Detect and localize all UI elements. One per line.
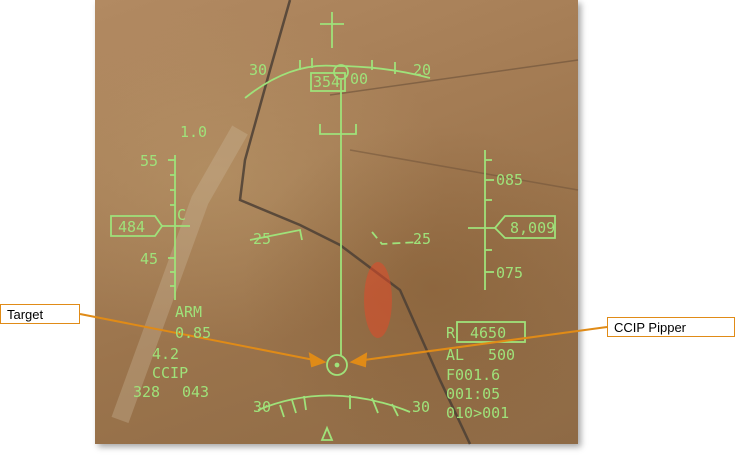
heading-value: 354 [313,73,340,91]
pitch-bottom-right-label: 30 [412,398,430,416]
ccip-callout-line [363,326,608,361]
airspeed-c-label: C [177,206,186,224]
target-callout-arrow [308,352,327,368]
pitch-top-left-label: 30 [249,61,267,79]
steerpoint-value: 010>001 [446,404,509,422]
heading-caret [320,425,334,441]
altitude-value: 8,009 [510,219,555,237]
range-value: 4650 [470,324,506,342]
g-load-value: 4.2 [152,345,179,363]
ccip-callout-arrow [349,352,368,368]
mach-value: 0.85 [175,324,211,342]
ccip-pipper-callout-label: CCIP Pipper [607,317,735,337]
bearing-right-value: 043 [182,383,209,401]
pitch-ladder-left [249,228,303,241]
al-value: 500 [488,346,515,364]
pitch-top-right-label: 20 [413,61,431,79]
airspeed-lower-label: 45 [140,250,158,268]
airspeed-upper-label: 55 [140,152,158,170]
al-label: AL [446,346,464,364]
g-value: 1.0 [180,123,207,141]
altitude-upper-label: 085 [496,171,523,189]
range-r-label: R [446,324,456,342]
flight-path-marker [333,64,349,80]
heading-arc-top [244,64,431,99]
pitch-mid-right-label: 25 [413,230,431,248]
fuel-value: F001.6 [446,366,500,384]
target-callout-label: Target [0,304,80,324]
pitch-ladder-right [371,231,421,245]
altitude-box [493,215,556,239]
red-smoke-marker [364,262,392,338]
time-value: 001:05 [446,385,500,403]
altitude-lower-label: 075 [496,264,523,282]
ccip-pipper-circle [326,354,348,376]
pitch-mid-left-label: 25 [253,230,271,248]
heading-arc-bottom [257,394,411,413]
arm-status: ARM [175,303,202,321]
heading-box [310,72,346,92]
heading-tape-right-label: 00 [350,70,368,88]
pitch-bottom-left-label: 30 [253,398,271,416]
terrain-features [111,0,579,445]
airspeed-value: 484 [118,218,145,236]
bearing-left-value: 328 [133,383,160,401]
weapon-mode: CCIP [152,364,188,382]
target-callout-line [79,313,315,361]
airspeed-box [110,215,164,237]
target-designator-bracket [319,124,357,135]
